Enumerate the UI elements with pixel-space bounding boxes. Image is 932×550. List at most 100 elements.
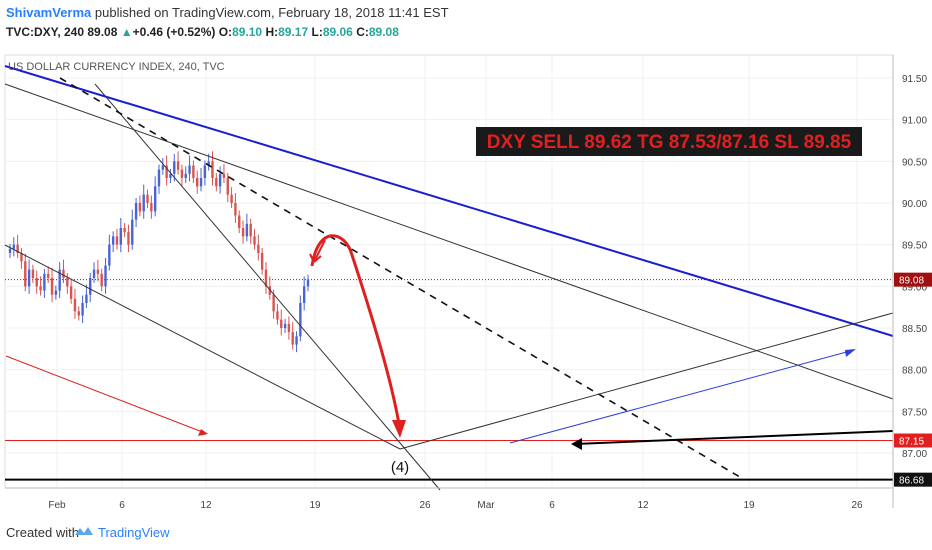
candle-body (12, 244, 16, 249)
rising-line[interactable] (399, 312, 894, 450)
candle-body (96, 269, 100, 274)
y-axis[interactable]: 91.50 91.00 90.50 90.00 89.50 89.00 88.50 88.00… (892, 55, 927, 508)
candle-body (157, 169, 161, 187)
blue-arrow-line[interactable] (509, 349, 855, 444)
symbol-label[interactable]: TVC:DXY, 240 (6, 25, 85, 39)
low-value: 89.06 (322, 25, 353, 39)
open-label: O: (218, 25, 233, 39)
candle-body (253, 236, 256, 245)
candle-body (146, 194, 149, 203)
candle-body (295, 336, 298, 345)
x-tick-label: 12 (200, 500, 212, 511)
candle-body (104, 265, 107, 287)
footer: Created with TradingView (0, 514, 932, 550)
y-tick-label: 87.00 (902, 449, 927, 460)
candle-body (153, 186, 157, 212)
price-badge (894, 433, 932, 448)
y-tick-label: 91.00 (902, 116, 927, 127)
red-curve-arrow[interactable] (310, 234, 402, 431)
candle-body (241, 228, 245, 237)
candle-body (24, 261, 27, 287)
drawings (4, 65, 894, 491)
candle-body (85, 294, 88, 303)
publish-info: published on TradingView.com, February 1… (94, 5, 449, 20)
tradingview-brand[interactable]: TradingView (98, 525, 170, 540)
blue-trendline[interactable] (4, 65, 894, 337)
publish-line: ShivamVerma published on TradingView.com… (6, 5, 449, 20)
black-arrow-head (571, 438, 582, 450)
candle-body (283, 323, 287, 328)
candle-body (169, 173, 172, 178)
candle-body (192, 165, 195, 178)
candle-body (111, 236, 115, 245)
candle-body (43, 273, 46, 291)
candle-body (115, 236, 119, 245)
channel-bottom-line[interactable] (4, 244, 401, 450)
candle-body (8, 248, 12, 253)
red-hook-arrow (309, 239, 326, 263)
candle-body (50, 278, 54, 295)
candle-body (77, 311, 80, 316)
candle-body (249, 223, 252, 237)
open-value: 89.10 (232, 25, 263, 39)
close-value: 89.08 (368, 25, 399, 39)
candle-body (108, 244, 111, 266)
channel-top-line[interactable] (4, 83, 894, 400)
candle-body (230, 194, 233, 203)
sell-annotation[interactable]: DXY SELL 89.62 TG 87.53/87.16 SL 89.85 (476, 127, 862, 156)
candle-body (268, 286, 271, 295)
candle-body (180, 169, 184, 178)
candle-body (222, 173, 226, 178)
candle-body (234, 203, 237, 216)
created-with-text: Created with (6, 525, 79, 540)
sell-annotation-box (476, 127, 862, 156)
candle-body (238, 215, 241, 228)
wave-label: (4) (391, 459, 409, 476)
candle-body (54, 290, 58, 295)
candle-body (39, 286, 42, 291)
x-tick-label: Mar (477, 500, 495, 511)
candle-body (165, 165, 168, 178)
dashed-trendline[interactable] (59, 77, 746, 481)
candle-body (245, 223, 249, 237)
candle-body (134, 203, 138, 220)
candle-body (142, 194, 145, 212)
author-name[interactable]: ShivamVerma (6, 5, 92, 20)
candle-body (272, 294, 275, 312)
candle-body (35, 278, 38, 287)
x-tick-label: 19 (743, 500, 755, 511)
last-price: 89.08 (87, 25, 118, 39)
candle-body (280, 319, 283, 328)
candle-body (127, 232, 130, 245)
candle-body (184, 173, 187, 178)
high-value: 89.17 (278, 25, 309, 39)
blue-arrow-head (845, 349, 856, 357)
candle-body (306, 279, 310, 287)
candle-body (207, 161, 210, 166)
candle-body (276, 311, 279, 320)
x-tick-label: 12 (637, 500, 649, 511)
candle-body (73, 298, 77, 312)
candle-body (215, 178, 218, 187)
red-arrow-head (198, 429, 208, 436)
black-arrow-line[interactable] (574, 430, 894, 445)
grid (4, 54, 894, 489)
candle-body (196, 178, 199, 187)
high-label: H: (265, 25, 279, 39)
candles (8, 151, 310, 353)
y-tick-label: 88.50 (902, 324, 927, 335)
candle-body (257, 244, 260, 253)
red-arrow-line[interactable] (5, 355, 206, 434)
candle-body (264, 269, 268, 287)
steep-trendline[interactable] (94, 83, 441, 491)
candle-body (150, 203, 153, 212)
low-label: L: (311, 25, 323, 39)
x-tick-label: Feb (48, 500, 66, 511)
candle-body (211, 161, 214, 178)
price-change: +0.46 (+0.52%) (132, 25, 216, 39)
price-badge-label: 89.08 (899, 276, 924, 287)
candle-body (66, 278, 69, 287)
candle-body (138, 203, 142, 212)
x-axis[interactable]: Feb 6 12 19 26 Mar 6 12 19 26 (5, 487, 893, 511)
